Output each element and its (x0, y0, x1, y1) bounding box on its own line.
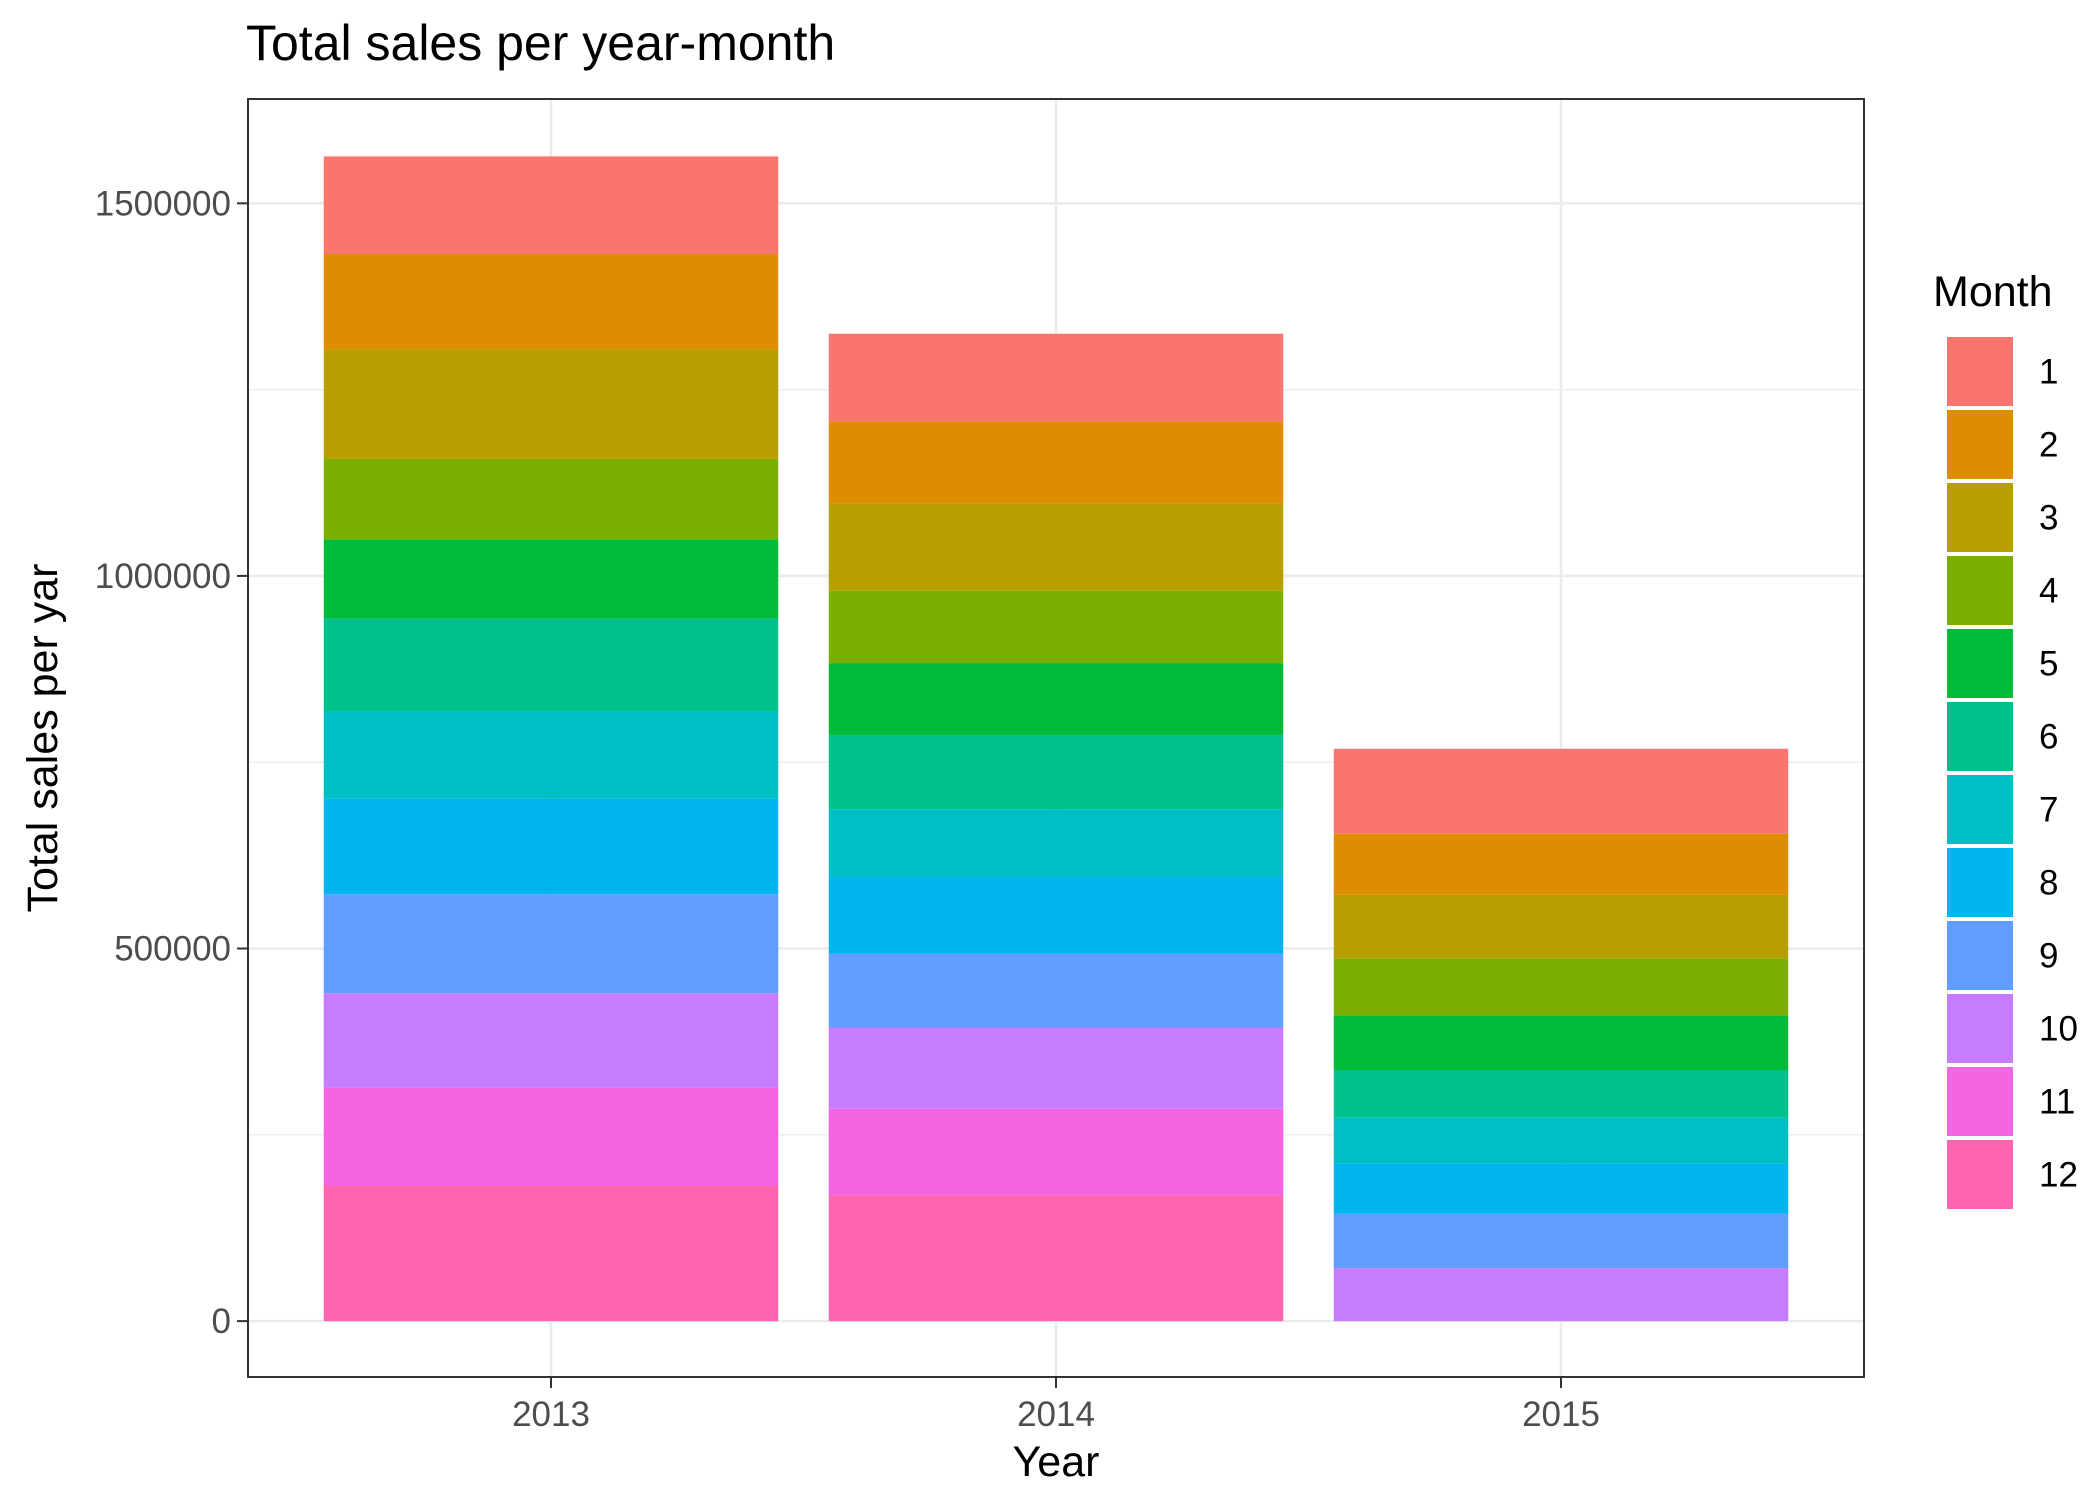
legend-label: 9 (2039, 937, 2058, 976)
bar-2014-month-10 (828, 1027, 1284, 1109)
bar-2013-month-4 (323, 458, 779, 540)
legend-item-2: 2 (1947, 410, 2058, 479)
bar-2014-month-5 (828, 663, 1284, 736)
legend-item-8: 8 (1947, 848, 2058, 917)
bar-2013-month-10 (323, 993, 779, 1088)
legend-label: 12 (2039, 1156, 2078, 1195)
bar-2014-month-8 (828, 876, 1284, 954)
x-tick-label: 2015 (1522, 1395, 1600, 1434)
legend-key (1947, 848, 2013, 917)
bar-2014-month-7 (828, 809, 1284, 877)
legend-key (1947, 921, 2013, 990)
legend-title: Month (1933, 268, 2053, 316)
legend-item-7: 7 (1947, 775, 2058, 844)
bar-2013-month-8 (323, 798, 779, 895)
bar-2013-month-7 (323, 711, 779, 799)
legend-label: 8 (2039, 864, 2058, 903)
legend-key (1947, 1140, 2013, 1209)
legend-label: 6 (2039, 718, 2058, 757)
bars (323, 156, 1789, 1322)
bar-2014-month-3 (828, 503, 1284, 591)
legend-item-12: 12 (1947, 1140, 2078, 1209)
bar-2014-month-1 (828, 333, 1284, 422)
bar-2015-month-10 (1333, 1268, 1789, 1322)
legend-item-9: 9 (1947, 921, 2058, 990)
bar-2014-month-11 (828, 1108, 1284, 1196)
legend-key (1947, 702, 2013, 771)
legend-key (1947, 483, 2013, 552)
legend-key (1947, 556, 2013, 625)
chart-title: Total sales per year-month (246, 15, 835, 71)
bar-2013-month-2 (323, 253, 779, 350)
bar-2013-month-5 (323, 539, 779, 619)
legend-item-10: 10 (1947, 994, 2078, 1063)
bar-2015-month-6 (1333, 1069, 1789, 1118)
legend-item-1: 1 (1947, 337, 2058, 406)
x-axis-title: Year (1013, 1438, 1100, 1486)
bar-2015-month-9 (1333, 1213, 1789, 1269)
legend-key (1947, 994, 2013, 1063)
bar-2015-month-7 (1333, 1117, 1789, 1164)
x-tick-label: 2013 (512, 1395, 590, 1434)
bar-2013-month-11 (323, 1087, 779, 1186)
bar-2014-month-9 (828, 953, 1284, 1028)
axes: 0 500000 1000000 1500000 2013 2014 2015 (95, 184, 1600, 1434)
legend-item-5: 5 (1947, 629, 2058, 698)
legend-label: 2 (2039, 426, 2058, 465)
bar-2014-month-4 (828, 590, 1284, 664)
bar-2013-month-1 (323, 156, 779, 254)
legend-item-4: 4 (1947, 556, 2058, 625)
bar-2014-month-6 (828, 735, 1284, 810)
legend-label: 1 (2039, 353, 2058, 392)
legend-item-3: 3 (1947, 483, 2058, 552)
y-axis-title: Total sales per yar (19, 564, 67, 913)
legend-label: 11 (2039, 1083, 2075, 1122)
y-tick-label: 1000000 (95, 557, 231, 596)
legend-key (1947, 629, 2013, 698)
bar-2015-month-5 (1333, 1015, 1789, 1070)
bar-2013-month-12 (323, 1185, 779, 1322)
bar-2015-month-8 (1333, 1163, 1789, 1214)
legend-label: 3 (2039, 499, 2058, 538)
bar-2015-month-1 (1333, 748, 1789, 834)
legend-label: 10 (2039, 1010, 2078, 1049)
legend-item-11: 11 (1947, 1067, 2075, 1136)
bar-2013-month-6 (323, 618, 779, 712)
legend-label: 5 (2039, 645, 2058, 684)
bar-2015-month-2 (1333, 833, 1789, 895)
bar-2014-month-2 (828, 421, 1284, 504)
bar-2014-month-12 (828, 1195, 1284, 1322)
legend-key (1947, 1067, 2013, 1136)
bar-2015-month-3 (1333, 894, 1789, 959)
x-tick-label: 2014 (1017, 1395, 1095, 1434)
bar-2013-month-3 (323, 349, 779, 459)
legend-item-6: 6 (1947, 702, 2058, 771)
y-tick-label: 1500000 (95, 184, 231, 223)
legend-key (1947, 337, 2013, 406)
y-tick-label: 0 (212, 1302, 231, 1341)
bar-2015-month-4 (1333, 958, 1789, 1016)
legend-key (1947, 775, 2013, 844)
legend-key (1947, 410, 2013, 479)
legend-label: 4 (2039, 572, 2058, 611)
y-tick-label: 500000 (114, 930, 231, 969)
bar-2013-month-9 (323, 894, 779, 994)
legend-label: 7 (2039, 791, 2058, 830)
